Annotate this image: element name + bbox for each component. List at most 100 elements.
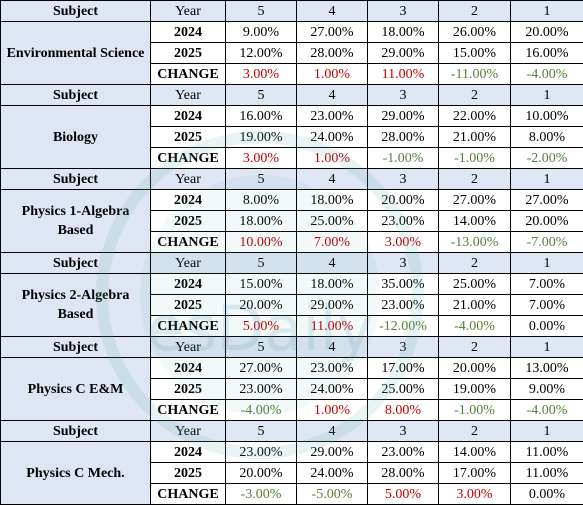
score-percent: 9.00%	[510, 378, 583, 400]
score-percent: 17.00%	[367, 357, 439, 379]
score-percent: 20.00%	[367, 189, 439, 211]
change-value: -1.00%	[367, 147, 439, 169]
score-5-header: 5	[225, 84, 297, 106]
change-label: CHANGE	[150, 63, 226, 85]
score-percent: 25.00%	[296, 210, 368, 232]
year-label: 2024	[150, 105, 226, 127]
score-percent: 7.00%	[510, 294, 583, 316]
score-percent: 16.00%	[225, 105, 297, 127]
score-percent: 18.00%	[225, 210, 297, 232]
subject-name: Environmental Science	[0, 21, 151, 85]
change-value: 1.00%	[296, 63, 368, 85]
change-value: 3.00%	[225, 147, 297, 169]
year-row: 2025 20.00% 29.00% 23.00% 21.00% 7.00%	[1, 294, 583, 316]
score-percent: 19.00%	[225, 126, 297, 148]
header-row: Subject Year 5 4 3 2 1	[0, 420, 583, 442]
change-value: -11.00%	[438, 63, 511, 85]
score-4-header: 4	[296, 84, 368, 106]
year-header: Year	[150, 0, 226, 22]
year-row: Physics 2-Algebra Based 2024 15.00% 18.00% 3…	[0, 273, 583, 337]
score-percent: 12.00%	[225, 42, 297, 64]
score-1-header: 1	[510, 336, 583, 358]
year-header: Year	[150, 252, 226, 274]
year-label: 2024	[150, 357, 226, 379]
score-percent: 22.00%	[438, 105, 511, 127]
change-value: 10.00%	[225, 231, 297, 253]
score-percent: 27.00%	[225, 357, 297, 379]
score-percent: 28.00%	[367, 126, 439, 148]
change-row: CHANGE -3.00% -5.00% 5.00% 3.00% 0.00%	[1, 483, 583, 505]
year-label: 2024	[150, 441, 226, 463]
header-row: Subject Year 5 4 3 2 1	[0, 336, 583, 358]
score-5-header: 5	[225, 168, 297, 190]
score-percent: 11.00%	[510, 441, 583, 463]
score-percent: 8.00%	[510, 126, 583, 148]
score-percent: 20.00%	[438, 357, 511, 379]
score-percent: 21.00%	[438, 126, 511, 148]
change-value: 0.00%	[510, 483, 583, 505]
score-percent: 20.00%	[225, 294, 297, 316]
change-value: -4.00%	[225, 399, 297, 421]
change-row: CHANGE 10.00% 7.00% 3.00% -13.00% -7.00%	[1, 231, 583, 253]
subject-header: Subject	[0, 168, 151, 190]
score-2-header: 2	[438, 0, 511, 22]
year-label: 2024	[150, 273, 226, 295]
change-value: -1.00%	[438, 399, 511, 421]
score-3-header: 3	[367, 420, 439, 442]
year-row: Environmental Science 2024 9.00% 27.00% 18.0…	[0, 21, 583, 85]
change-value: 1.00%	[296, 399, 368, 421]
score-percent: 18.00%	[367, 21, 439, 43]
score-percent: 8.00%	[225, 189, 297, 211]
change-value: -2.00%	[510, 147, 583, 169]
score-5-header: 5	[225, 336, 297, 358]
score-percent: 27.00%	[438, 189, 511, 211]
score-percent: 23.00%	[296, 105, 368, 127]
year-row: Physics C E&M 2024 27.00% 23.00% 17.00% 20.00…	[0, 357, 583, 421]
score-percent: 11.00%	[510, 462, 583, 484]
score-5-header: 5	[225, 0, 297, 22]
year-row: 2025 12.00% 28.00% 29.00% 15.00% 16.00%	[1, 42, 583, 64]
score-percent: 23.00%	[296, 357, 368, 379]
score-2-header: 2	[438, 84, 511, 106]
score-percent: 9.00%	[225, 21, 297, 43]
score-1-header: 1	[510, 168, 583, 190]
year-row: 2025 18.00% 25.00% 23.00% 14.00% 20.00%	[1, 210, 583, 232]
score-percent: 20.00%	[510, 210, 583, 232]
year-header: Year	[150, 420, 226, 442]
change-value: 1.00%	[296, 147, 368, 169]
year-row: 2025 23.00% 24.00% 25.00% 19.00% 9.00%	[1, 378, 583, 400]
change-label: CHANGE	[150, 231, 226, 253]
score-percent: 26.00%	[438, 21, 511, 43]
year-label: 2025	[150, 42, 226, 64]
subject-name: Physics C E&M	[0, 357, 151, 421]
score-percent: 24.00%	[296, 462, 368, 484]
score-2-header: 2	[438, 336, 511, 358]
header-row: Subject Year 5 4 3 2 1	[0, 252, 583, 274]
score-4-header: 4	[296, 420, 368, 442]
score-percent: 7.00%	[510, 273, 583, 295]
year-row: Physics C Mech. 2024 23.00% 29.00% 23.00% 14.…	[0, 441, 583, 505]
score-percent: 25.00%	[367, 378, 439, 400]
subject-name: Biology	[0, 105, 151, 169]
score-5-header: 5	[225, 420, 297, 442]
year-label: 2024	[150, 21, 226, 43]
change-value: 5.00%	[225, 315, 297, 337]
score-percent: 23.00%	[225, 441, 297, 463]
change-value: -4.00%	[438, 315, 511, 337]
score-4-header: 4	[296, 336, 368, 358]
score-4-header: 4	[296, 168, 368, 190]
year-label: 2025	[150, 126, 226, 148]
score-percent: 14.00%	[438, 441, 511, 463]
score-percent: 27.00%	[296, 21, 368, 43]
header-row: Subject Year 5 4 3 2 1	[0, 168, 583, 190]
score-percent: 23.00%	[367, 210, 439, 232]
score-percent: 27.00%	[510, 189, 583, 211]
subject-name: Physics C Mech.	[0, 441, 151, 505]
change-value: 7.00%	[296, 231, 368, 253]
score-percent: 29.00%	[296, 294, 368, 316]
subject-header: Subject	[0, 0, 151, 22]
score-percent: 20.00%	[510, 21, 583, 43]
change-value: 11.00%	[296, 315, 368, 337]
change-value: -13.00%	[438, 231, 511, 253]
change-value: -7.00%	[510, 231, 583, 253]
